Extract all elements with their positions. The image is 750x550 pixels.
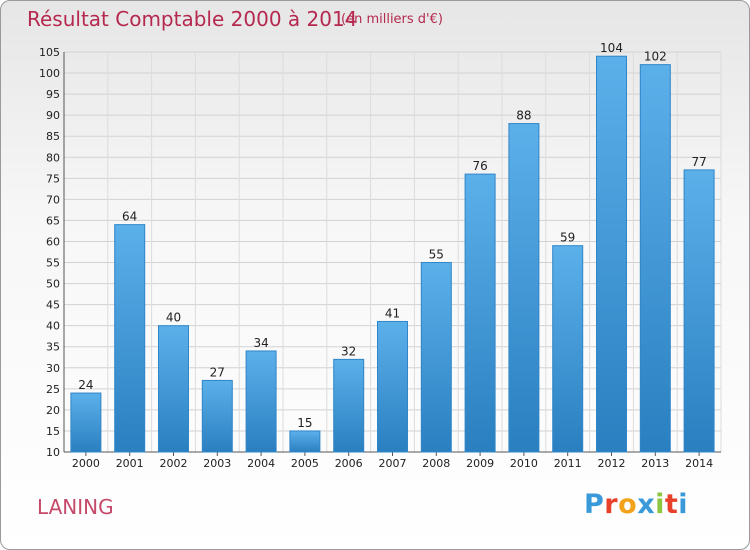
y-tick-label: 25 — [46, 383, 60, 396]
bar — [552, 245, 584, 453]
bar — [289, 430, 321, 453]
y-tick-label: 50 — [46, 278, 60, 291]
y-tick-label: 55 — [46, 257, 60, 270]
bar — [70, 392, 102, 453]
data-label: 41 — [385, 306, 400, 320]
data-label: 64 — [122, 210, 137, 224]
bar — [158, 325, 189, 453]
x-tick-label: 2010 — [510, 457, 538, 470]
data-label: 102 — [644, 50, 667, 64]
axes: 10 15 20 25 30 35 40 45 50 55 60 65 70 75 80 85 90 95 100 1… — [39, 46, 721, 470]
logo-letter: i — [678, 489, 689, 520]
chart-subtitle: (en milliers d'€) — [341, 12, 443, 27]
bars — [70, 55, 715, 453]
y-tick-label: 90 — [46, 109, 60, 122]
y-tick-label: 35 — [46, 341, 60, 354]
bar — [420, 262, 452, 453]
data-label: 32 — [341, 344, 356, 358]
data-label: 27 — [210, 365, 225, 379]
x-tick-label: 2004 — [247, 457, 275, 470]
y-tick-label: 75 — [46, 172, 60, 185]
data-label: 76 — [472, 159, 487, 173]
y-tick-label: 60 — [46, 235, 60, 248]
proxiti-logo: Proxiti — [584, 489, 688, 520]
bar — [114, 224, 146, 453]
x-tick-label: 2013 — [641, 457, 669, 470]
y-tick-label: 30 — [46, 362, 60, 375]
logo-letter: P — [584, 489, 605, 520]
x-tick-label: 2012 — [598, 457, 626, 470]
data-label: 40 — [166, 311, 181, 325]
labels: 24 64 40 27 34 15 32 41 55 76 88 59 104 102 77 — [78, 41, 706, 430]
data-label: 34 — [253, 336, 268, 350]
x-tick-label: 2007 — [379, 457, 407, 470]
x-tick-label: 2011 — [554, 457, 582, 470]
x-tick-label: 2005 — [291, 457, 319, 470]
x-tick-label: 2003 — [203, 457, 231, 470]
x-tick-label: 2008 — [422, 457, 450, 470]
y-tick-label: 85 — [46, 130, 60, 143]
data-label: 15 — [297, 416, 312, 430]
x-tick-label: 2001 — [116, 457, 144, 470]
y-tick-label: 65 — [46, 214, 60, 227]
bar — [201, 379, 233, 453]
y-tick-label: 20 — [46, 404, 60, 417]
x-tick-label: 2009 — [466, 457, 494, 470]
y-tick-label: 40 — [46, 320, 60, 333]
logo-letter: o — [618, 489, 638, 520]
y-tick-label: 100 — [39, 67, 60, 80]
x-tick-label: 2002 — [160, 457, 188, 470]
data-label: 104 — [600, 41, 623, 55]
logo-letter: r — [604, 489, 619, 520]
bar — [683, 169, 715, 453]
y-tick-label: 105 — [39, 46, 60, 59]
y-tick-label: 10 — [46, 446, 60, 459]
chart-title: Résultat Comptable 2000 à 2014 — [27, 7, 358, 31]
data-label: 24 — [78, 378, 93, 392]
data-label: 55 — [429, 248, 444, 262]
data-label: 88 — [516, 109, 531, 123]
bar — [377, 320, 408, 453]
bar — [639, 64, 671, 453]
x-tick-label: 2000 — [72, 457, 100, 470]
x-tick-label: 2006 — [335, 457, 363, 470]
logo-letter: t — [664, 489, 679, 520]
data-label: 77 — [691, 155, 706, 169]
bar — [596, 55, 627, 453]
y-tick-label: 15 — [46, 425, 60, 438]
y-tick-label: 80 — [46, 151, 60, 164]
logo-letter: i — [655, 489, 665, 520]
y-tick-label: 70 — [46, 193, 60, 206]
y-tick-label: 95 — [46, 88, 60, 101]
bar — [508, 123, 540, 453]
x-tick-label: 2014 — [685, 457, 713, 470]
data-label: 59 — [560, 231, 575, 245]
bar — [333, 358, 365, 453]
logo-letter: x — [637, 489, 656, 520]
y-tick-label: 45 — [46, 299, 60, 312]
bar — [245, 350, 277, 453]
place-name: LANING — [37, 495, 114, 519]
bar — [464, 173, 496, 453]
